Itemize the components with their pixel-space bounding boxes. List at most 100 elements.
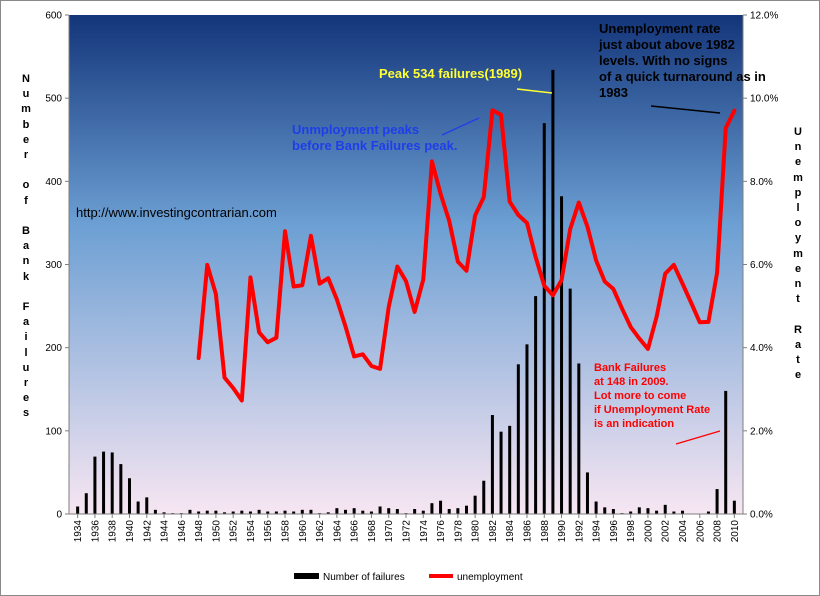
annotation-bank-2009-line1: Bank Failures xyxy=(594,362,667,374)
line-series-unemployment xyxy=(196,108,737,403)
bar-1986 xyxy=(525,344,529,514)
pointer-peak xyxy=(516,88,553,94)
bar-1980 xyxy=(473,495,477,514)
bar-1998 xyxy=(629,511,633,514)
x-tick-label-1944: 1944 xyxy=(160,520,171,543)
annotation-top-right-line3: levels. With no signs xyxy=(599,53,728,68)
annotation-peak: Peak 534 failures(1989) xyxy=(379,66,523,81)
annotation-top-right-line1: Unemployment rate xyxy=(599,21,721,36)
x-tick-label-1948: 1948 xyxy=(194,520,205,543)
bar-1992 xyxy=(577,363,581,514)
bar-1995 xyxy=(603,507,607,514)
bar-1960 xyxy=(300,509,304,514)
x-tick-label-1978: 1978 xyxy=(453,520,464,543)
left-axis-ticks: 0 100 200 300 400 500 600 xyxy=(45,11,69,521)
x-tick-label-1992: 1992 xyxy=(574,520,585,543)
bar-1990 xyxy=(560,196,564,515)
bar-1957 xyxy=(274,511,278,514)
x-tick-label-2008: 2008 xyxy=(713,520,724,543)
pointer-bank-2009 xyxy=(675,430,721,445)
legend-label-unemployment: unemployment xyxy=(457,572,523,583)
right-tick-label-4: 8.0% xyxy=(750,177,773,188)
x-tick-label-1950: 1950 xyxy=(211,520,222,543)
left-tick-label-100: 100 xyxy=(45,426,62,437)
bar-1979 xyxy=(464,505,468,514)
left-tick-label-600: 600 xyxy=(45,11,62,22)
annotation-top-right-line4: of a quick turnaround as in xyxy=(599,69,766,84)
bar-1967 xyxy=(361,510,365,514)
bar-1954 xyxy=(248,511,252,514)
x-tick-label-1972: 1972 xyxy=(402,520,413,543)
bar-1949 xyxy=(205,510,209,514)
bar-2010 xyxy=(732,500,736,514)
annotation-bank-2009-line2: at 148 in 2009. xyxy=(594,376,669,388)
annotation-unemp-peak-line1: Unmployment peaks xyxy=(292,122,420,137)
x-tick-label-1994: 1994 xyxy=(592,520,603,543)
bar-1944 xyxy=(162,512,166,514)
left-tick-label-300: 300 xyxy=(45,260,62,271)
bar-1976 xyxy=(439,500,443,514)
bar-1953 xyxy=(240,510,244,514)
x-tick-label-1966: 1966 xyxy=(350,520,361,543)
bar-1984 xyxy=(508,425,512,514)
x-tick-label-1990: 1990 xyxy=(557,520,568,543)
x-tick-label-1954: 1954 xyxy=(246,520,257,543)
right-tick-label-3: 6.0% xyxy=(750,260,773,271)
bar-1994 xyxy=(594,501,598,514)
annotation-url: http://www.investingcontrarian.com xyxy=(76,205,277,220)
bar-1942 xyxy=(145,497,149,514)
x-tick-label-1964: 1964 xyxy=(332,520,343,543)
x-tick-label-1970: 1970 xyxy=(384,520,395,543)
bar-1975 xyxy=(430,503,434,514)
x-tick-label-1982: 1982 xyxy=(488,520,499,543)
right-tick-label-5: 10.0% xyxy=(750,94,778,105)
bar-1939 xyxy=(119,464,123,514)
x-tick-label-1960: 1960 xyxy=(298,520,309,543)
bar-1974 xyxy=(421,510,425,514)
x-tick-label-1980: 1980 xyxy=(471,520,482,543)
left-tick-label-200: 200 xyxy=(45,343,62,354)
x-tick-label-1988: 1988 xyxy=(540,520,551,543)
right-tick-label-0: 0.0% xyxy=(750,510,773,521)
bar-1952 xyxy=(231,511,235,514)
annotation-bank-2009: Bank Failures at 148 in 2009. Lot more t… xyxy=(594,361,710,431)
legend-swatch-failures xyxy=(294,573,319,579)
legend: Number of failures unemployment xyxy=(294,572,523,583)
annotation-top-right: Unemployment rate just about above 1982 … xyxy=(599,21,766,101)
bar-1936 xyxy=(93,456,97,514)
x-tick-label-2002: 2002 xyxy=(661,520,672,543)
bar-1996 xyxy=(611,509,615,514)
x-tick-label-1986: 1986 xyxy=(522,520,533,543)
pointer-top-right xyxy=(650,105,721,114)
bar-1988 xyxy=(542,123,546,515)
bar-1982 xyxy=(490,415,494,514)
bar-2009 xyxy=(724,390,728,514)
bar-1958 xyxy=(283,510,287,514)
annotation-unemp-peak: Unmployment peaks before Bank Failures p… xyxy=(292,122,457,154)
bar-2004 xyxy=(681,510,685,514)
bar-1948 xyxy=(197,511,201,514)
bar-2000 xyxy=(646,508,650,514)
bar-1966 xyxy=(352,508,356,514)
x-axis-ticks: 1934 1936 1938 1940 1942 1944 1946 1948 1950 1952… xyxy=(73,514,741,542)
x-tick-label-1958: 1958 xyxy=(281,520,292,543)
annotation-pointers xyxy=(441,88,721,445)
pointer-unemp-peak xyxy=(441,117,480,136)
left-tick-label-400: 400 xyxy=(45,177,62,188)
annotation-bank-2009-line3: Lot more to come xyxy=(594,390,687,402)
bar-1959 xyxy=(292,511,296,514)
x-tick-label-1940: 1940 xyxy=(125,520,136,543)
bar-1970 xyxy=(387,508,391,514)
annotation-top-right-line5: 1983 xyxy=(599,85,628,100)
x-tick-label-2004: 2004 xyxy=(678,520,689,543)
bar-1947 xyxy=(188,509,192,514)
annotation-unemp-peak-line2: before Bank Failures peak. xyxy=(292,138,458,153)
bar-1950 xyxy=(214,510,218,514)
bar-1999 xyxy=(637,507,641,514)
bar-1941 xyxy=(136,501,140,514)
x-tick-label-1942: 1942 xyxy=(142,520,153,543)
x-tick-label-1952: 1952 xyxy=(229,520,240,543)
bar-2003 xyxy=(672,511,676,514)
